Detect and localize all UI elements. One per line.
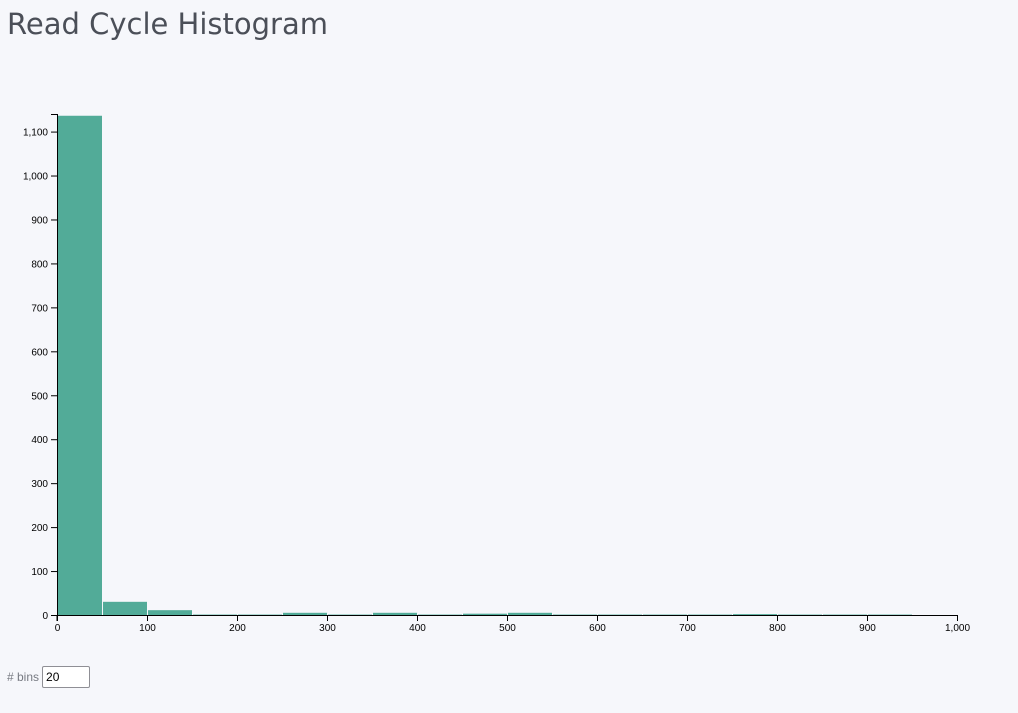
- histogram-bar: [148, 610, 192, 615]
- y-tick-label: 300: [31, 479, 48, 490]
- y-tick-label: 900: [31, 215, 48, 226]
- histogram-bar: [283, 612, 327, 615]
- y-tick-label: 100: [31, 567, 48, 578]
- x-tick-label: 0: [55, 623, 61, 634]
- x-tick-label: 200: [229, 623, 246, 634]
- y-tick-label: 600: [31, 347, 48, 358]
- y-tick-label: 0: [42, 611, 48, 622]
- y-tick-label: 1,100: [23, 128, 48, 139]
- histogram-bar: [463, 613, 507, 615]
- x-tick-label: 900: [859, 623, 876, 634]
- y-axis: 0 100 200 300 400 500 600 700 800 900 1,000 1,100: [23, 114, 58, 622]
- y-tick-label: 500: [31, 391, 48, 402]
- histogram-bar: [58, 115, 102, 615]
- x-tick-label: 800: [769, 623, 786, 634]
- histogram-chart: 0 100 200 300 400 500 600 700 800 900 1,000 0 100 20…: [23, 114, 970, 634]
- bins-control: # bins: [7, 665, 91, 689]
- histogram-bars: [58, 115, 912, 615]
- x-tick-label: 600: [589, 623, 606, 634]
- page-title: Read Cycle Histogram: [7, 7, 328, 41]
- x-tick-label: 400: [409, 623, 426, 634]
- y-axis-line: [51, 114, 58, 616]
- x-tick-label: 100: [139, 623, 156, 634]
- histogram-bar: [508, 612, 552, 615]
- y-tick-label: 700: [31, 303, 48, 314]
- bins-input[interactable]: [42, 666, 91, 688]
- histogram-bar: [733, 614, 777, 615]
- x-tick-label: 300: [319, 623, 336, 634]
- y-tick-label: 200: [31, 523, 48, 534]
- x-axis: 0 100 200 300 400 500 600 700 800 900 1,000: [55, 615, 970, 634]
- histogram-bar: [103, 601, 147, 615]
- bins-label: # bins: [7, 670, 40, 684]
- x-tick-label: 700: [679, 623, 696, 634]
- x-tick-label: 1,000: [945, 623, 970, 634]
- y-tick-label: 800: [31, 259, 48, 270]
- x-tick-label: 500: [499, 623, 516, 634]
- y-tick-label: 1,000: [23, 172, 48, 183]
- y-tick-label: 400: [31, 435, 48, 446]
- histogram-bar: [373, 612, 417, 615]
